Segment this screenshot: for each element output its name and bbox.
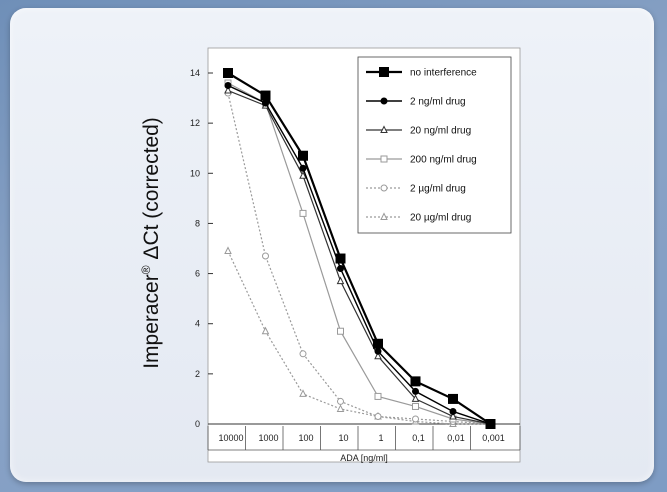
data-point [261,91,270,100]
data-point [300,165,306,171]
x-tick-label: 10 [338,433,348,443]
y-axis-title: Imperacer® ΔCt (corrected) [139,117,163,369]
data-point [263,253,269,259]
y-tick-label: 4 [195,319,200,329]
legend-marker [381,98,387,104]
data-point [450,408,456,414]
x-tick-label: 0,001 [482,433,505,443]
x-tick-label: 0,01 [447,433,465,443]
x-tick-label: 1 [378,433,383,443]
legend-label: 20 ng/ml drug [410,126,471,137]
legend-marker [381,185,387,191]
data-point [300,210,306,216]
y-tick-label: 0 [195,419,200,429]
data-point [411,377,420,386]
data-point [375,348,381,354]
legend-label: 2 µg/ml drug [410,184,466,195]
y-tick-label: 2 [195,369,200,379]
data-point [225,83,231,89]
x-tick-label: 100 [298,433,313,443]
data-point [299,151,308,160]
data-point [336,254,345,263]
legend-label: 20 µg/ml drug [410,213,471,224]
y-tick-label: 14 [190,68,200,78]
data-point [224,69,233,78]
data-point [374,339,383,348]
legend-marker [381,156,387,162]
data-point [338,398,344,404]
x-tick-label: 1000 [258,433,278,443]
x-tick-label: 10000 [218,433,243,443]
legend-label: no interference [410,68,477,79]
legend-marker [380,68,389,77]
data-point [338,266,344,272]
y-tick-label: 10 [190,168,200,178]
x-axis-title: ADA [ng/ml] [340,453,388,463]
data-point [413,416,419,422]
y-tick-label: 6 [195,269,200,279]
legend-label: 2 ng/ml drug [410,97,466,108]
x-tick-label: 0,1 [412,433,425,443]
data-point [375,393,381,399]
data-point [486,420,495,429]
data-point [375,413,381,419]
legend: no interference 2 ng/ml drug 20 ng/ml drug… [358,57,511,233]
data-point [413,403,419,409]
data-point [413,388,419,394]
legend-label: 200 ng/ml drug [410,155,477,166]
y-tick-label: 8 [195,218,200,228]
data-point [449,394,458,403]
data-point [300,351,306,357]
y-tick-label: 12 [190,118,200,128]
legend-box [358,57,511,233]
data-point [338,328,344,334]
